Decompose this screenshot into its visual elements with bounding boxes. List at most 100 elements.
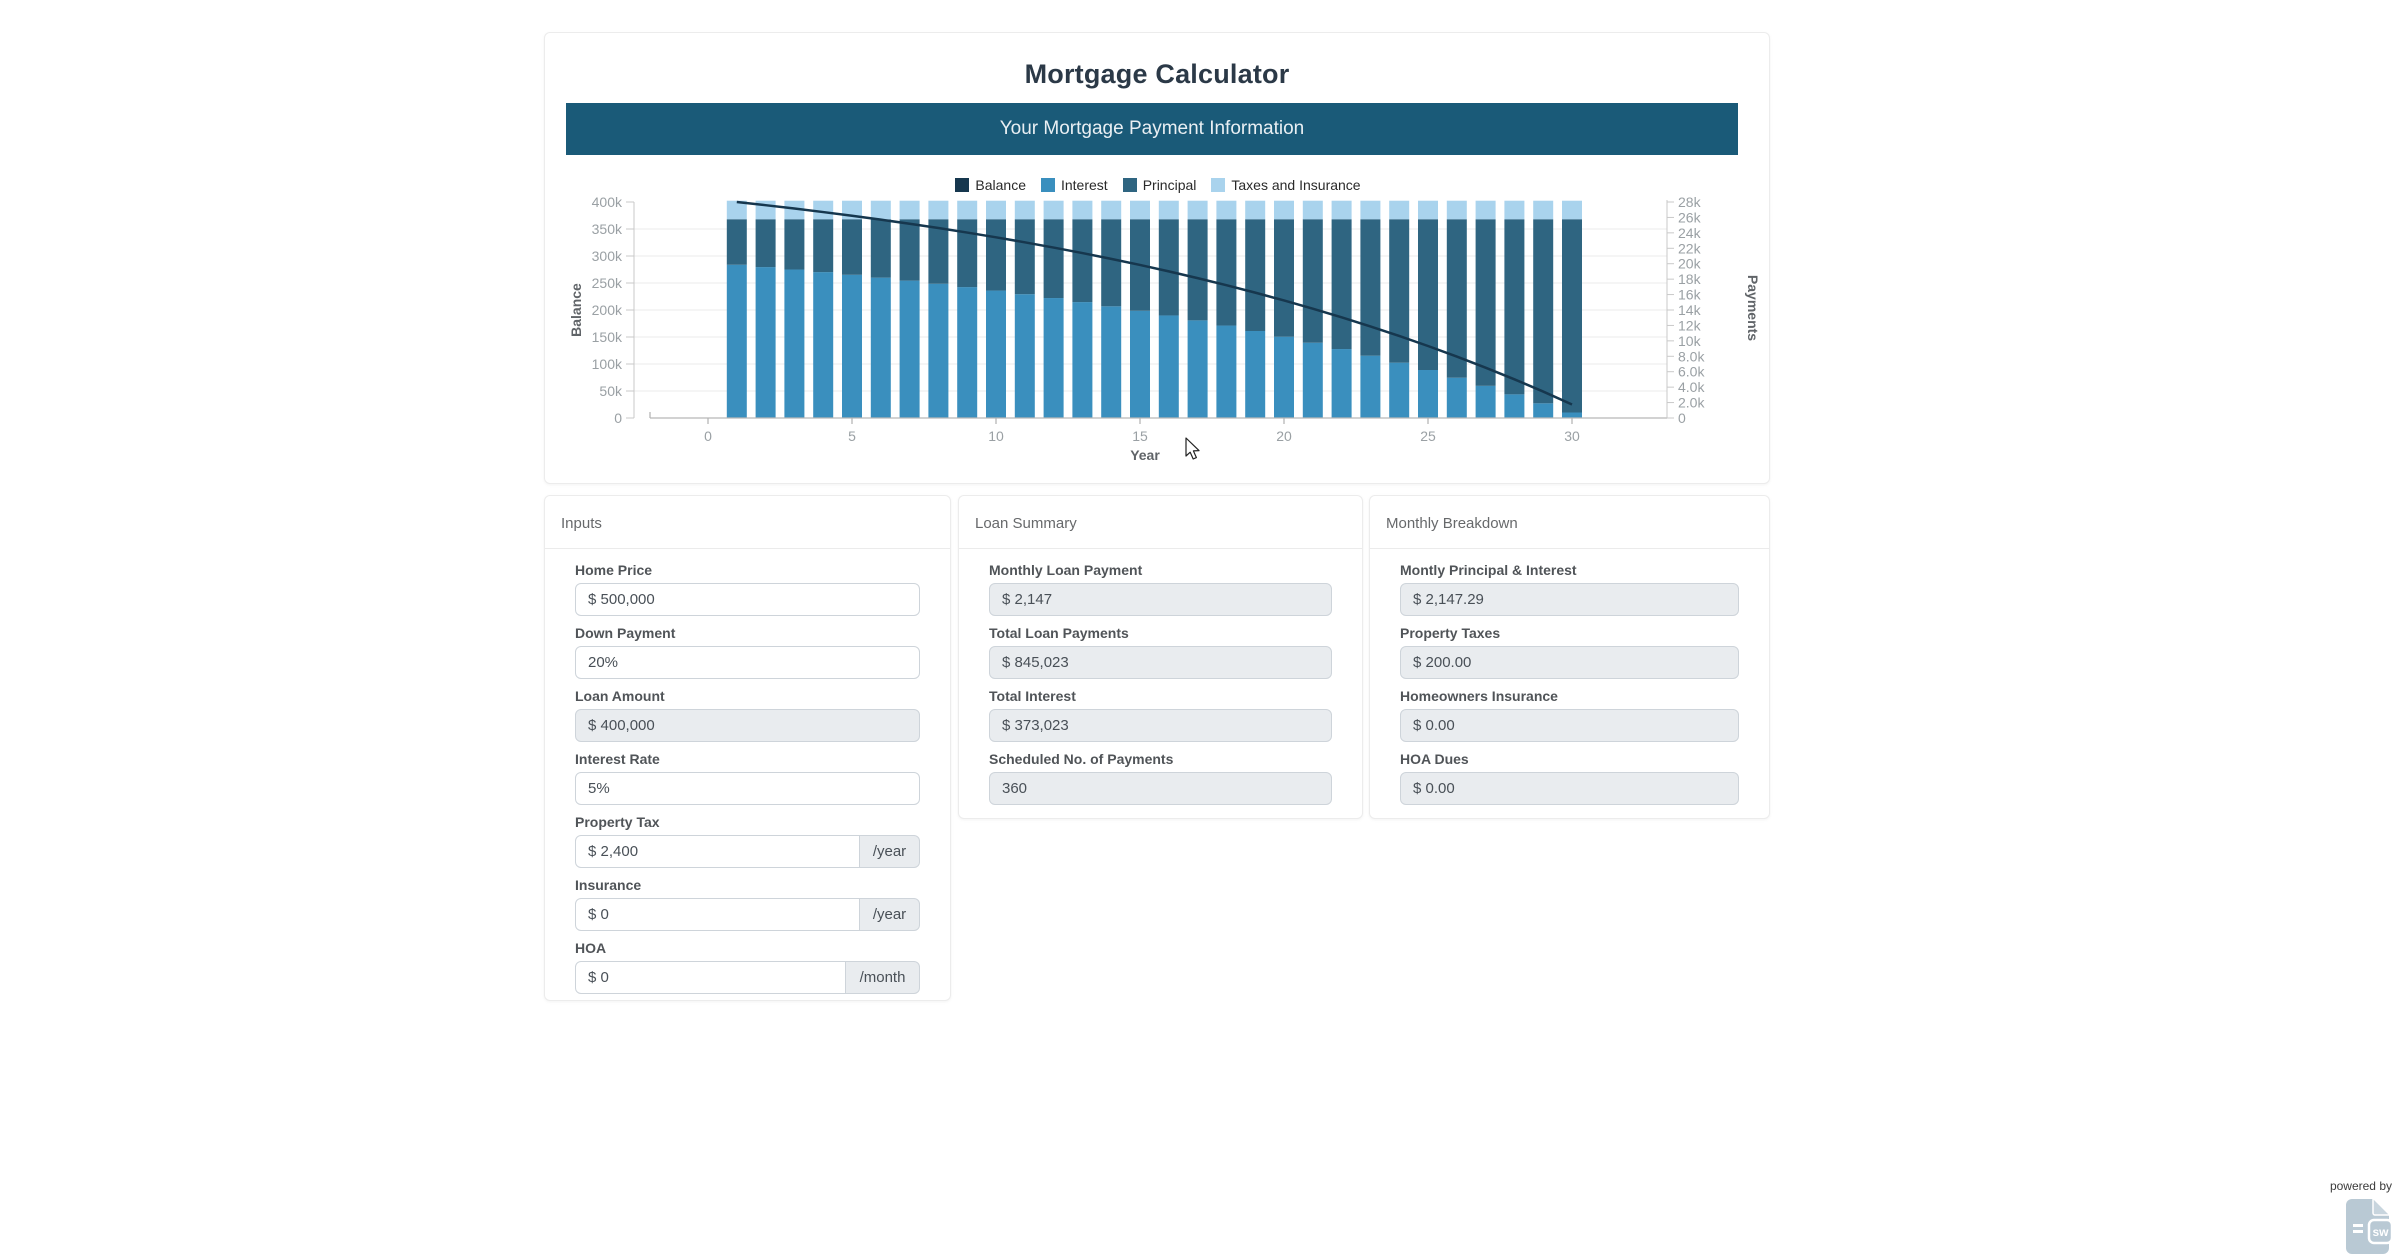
svg-text:12k: 12k [1678,317,1702,333]
svg-text:14k: 14k [1678,302,1702,318]
field-label: HOA [575,940,607,956]
field-label: Scheduled No. of Payments [989,751,1174,767]
chart-legend[interactable]: Balance Interest Principal Taxes and Insura… [545,177,1771,193]
banner-label: Your Mortgage Payment Information [999,118,1305,139]
legend-label: Balance [975,177,1026,193]
monthly-breakdown-panel: Monthly Breakdown Montly Principal & Int… [1369,495,1770,819]
down-payment-field: Down Payment [575,625,920,679]
mortgage-chart: Balance Interest Principal Taxes and Insura… [545,171,1771,483]
field-label: Total Loan Payments [989,625,1129,641]
interest-rate-field: Interest Rate [575,751,920,805]
per-year-addon: /year [860,898,920,931]
insurance-field: Insurance /year [575,877,920,931]
total-interest-field: Total Interest [989,688,1332,742]
legend-item-interest[interactable]: Interest [1040,177,1108,193]
total-loan-payments-input [989,646,1332,679]
svg-text:10: 10 [988,428,1004,444]
insurance-input[interactable] [575,898,860,931]
svg-text:100k: 100k [592,356,623,372]
svg-text:200k: 200k [592,302,623,318]
payment-info-banner: Your Mortgage Payment Information [566,103,1738,155]
mouse-cursor [1185,437,1200,460]
property-taxes-input [1400,646,1739,679]
svg-text:6.0k: 6.0k [1678,364,1705,380]
scheduled-payments-input [989,772,1332,805]
svg-text:10k: 10k [1678,333,1702,349]
monthly-principal-interest-input [1400,583,1739,616]
svg-text:350k: 350k [592,221,623,237]
legend-swatch [1040,178,1055,192]
legend-item-balance[interactable]: Balance [955,177,1026,193]
svg-text:26k: 26k [1678,209,1702,225]
home-price-field: Home Price [575,562,920,616]
svg-text:8.0k: 8.0k [1678,348,1705,364]
chart-card: Mortgage Calculator Your Mortgage Paymen… [544,32,1770,484]
monthly-breakdown-panel-title: Monthly Breakdown [1370,496,1769,549]
legend-label: Principal [1142,177,1197,193]
total-loan-payments-field: Total Loan Payments [989,625,1332,679]
inputs-panel: Inputs Home Price Down Payment Loan Amou… [544,495,951,1001]
total-interest-input [989,709,1332,742]
svg-text:Year: Year [1130,447,1160,463]
field-label: Interest Rate [575,751,660,767]
per-year-addon: /year [860,835,920,868]
hoa-field: HOA /month [575,940,920,994]
svg-text:20: 20 [1276,428,1292,444]
svg-text:25: 25 [1420,428,1436,444]
monthly-loan-payment-field: Monthly Loan Payment [989,562,1332,616]
field-label: Property Tax [575,814,660,830]
chart-plot: 0 5 10 15 20 25 30 Year 0 50k 100k 150k 200k 250k 300k… [568,194,1761,463]
svg-text:150k: 150k [592,329,623,345]
down-payment-input[interactable] [575,646,920,679]
svg-text:24k: 24k [1678,225,1702,241]
svg-text:Payments: Payments [1745,275,1761,341]
interest-rate-input[interactable] [575,772,920,805]
svg-text:400k: 400k [592,194,623,210]
loan-amount-input [575,709,920,742]
field-label: Montly Principal & Interest [1400,562,1577,578]
hoa-input[interactable] [575,961,846,994]
page-title: Mortgage Calculator [1024,59,1290,89]
legend-swatch [955,178,970,192]
legend-swatch [1211,178,1226,192]
home-price-input[interactable] [575,583,920,616]
monthly-loan-payment-input [989,583,1332,616]
hoa-dues-field: HOA Dues [1400,751,1739,805]
svg-text:250k: 250k [592,275,623,291]
field-label: HOA Dues [1400,751,1469,767]
svg-text:16k: 16k [1678,287,1702,303]
property-taxes-field: Property Taxes [1400,625,1739,679]
svg-text:18k: 18k [1678,271,1702,287]
loan-amount-field: Loan Amount [575,688,920,742]
svg-text:2.0k: 2.0k [1678,395,1705,411]
legend-item-principal[interactable]: Principal [1122,177,1197,193]
svg-text:0: 0 [614,410,622,426]
homeowners-insurance-field: Homeowners Insurance [1400,688,1739,742]
svg-text:Balance: Balance [568,283,584,337]
field-label: Monthly Loan Payment [989,562,1143,578]
inputs-panel-title: Inputs [545,496,950,549]
legend-label: Interest [1060,177,1108,193]
field-label: Down Payment [575,625,676,641]
svg-text:5: 5 [848,428,856,444]
hoa-dues-input [1400,772,1739,805]
property-tax-field: Property Tax /year [575,814,920,868]
svg-text:20k: 20k [1678,256,1702,272]
per-month-addon: /month [846,961,920,994]
svg-text:30: 30 [1564,428,1580,444]
legend-item-taxes-and-insurance[interactable]: Taxes and Insurance [1211,177,1361,193]
field-label: Homeowners Insurance [1400,688,1558,704]
monthly-principal-interest-field: Montly Principal & Interest [1400,562,1739,616]
property-tax-input[interactable] [575,835,860,868]
field-label: Home Price [575,562,653,578]
powered-by-label: powered by [2329,1179,2392,1193]
field-label: Insurance [575,877,642,893]
scheduled-payments-field: Scheduled No. of Payments [989,751,1332,805]
sw-file-icon[interactable]: sw [2346,1198,2394,1256]
homeowners-insurance-input [1400,709,1739,742]
sw-icon-text: sw [2372,1225,2389,1239]
legend-label: Taxes and Insurance [1231,177,1361,193]
svg-text:0: 0 [1678,410,1686,426]
loan-summary-panel: Loan Summary Monthly Loan Payment Total … [958,495,1363,819]
loan-summary-panel-title: Loan Summary [959,496,1362,549]
